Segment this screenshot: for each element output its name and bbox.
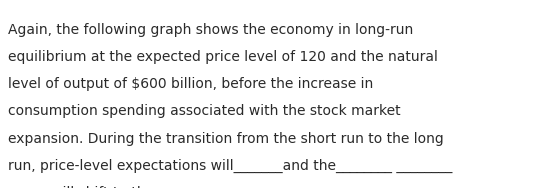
Text: expansion. During the transition from the short run to the long: expansion. During the transition from th… <box>8 132 444 146</box>
Text: curve will shift to the_______: curve will shift to the_______ <box>8 186 204 188</box>
Text: Again, the following graph shows the economy in long-run: Again, the following graph shows the eco… <box>8 23 413 36</box>
Text: consumption spending associated with the stock market: consumption spending associated with the… <box>8 104 401 118</box>
Text: equilibrium at the expected price level of 120 and the natural: equilibrium at the expected price level … <box>8 50 438 64</box>
Text: run, price-level expectations will_______and the________ ________: run, price-level expectations will______… <box>8 159 453 173</box>
Text: level of output of $600 billion, before the increase in: level of output of $600 billion, before … <box>8 77 374 91</box>
